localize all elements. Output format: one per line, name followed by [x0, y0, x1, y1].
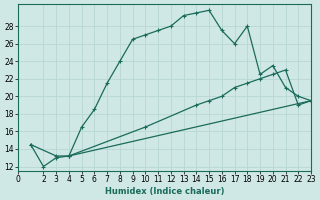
X-axis label: Humidex (Indice chaleur): Humidex (Indice chaleur) — [105, 187, 224, 196]
